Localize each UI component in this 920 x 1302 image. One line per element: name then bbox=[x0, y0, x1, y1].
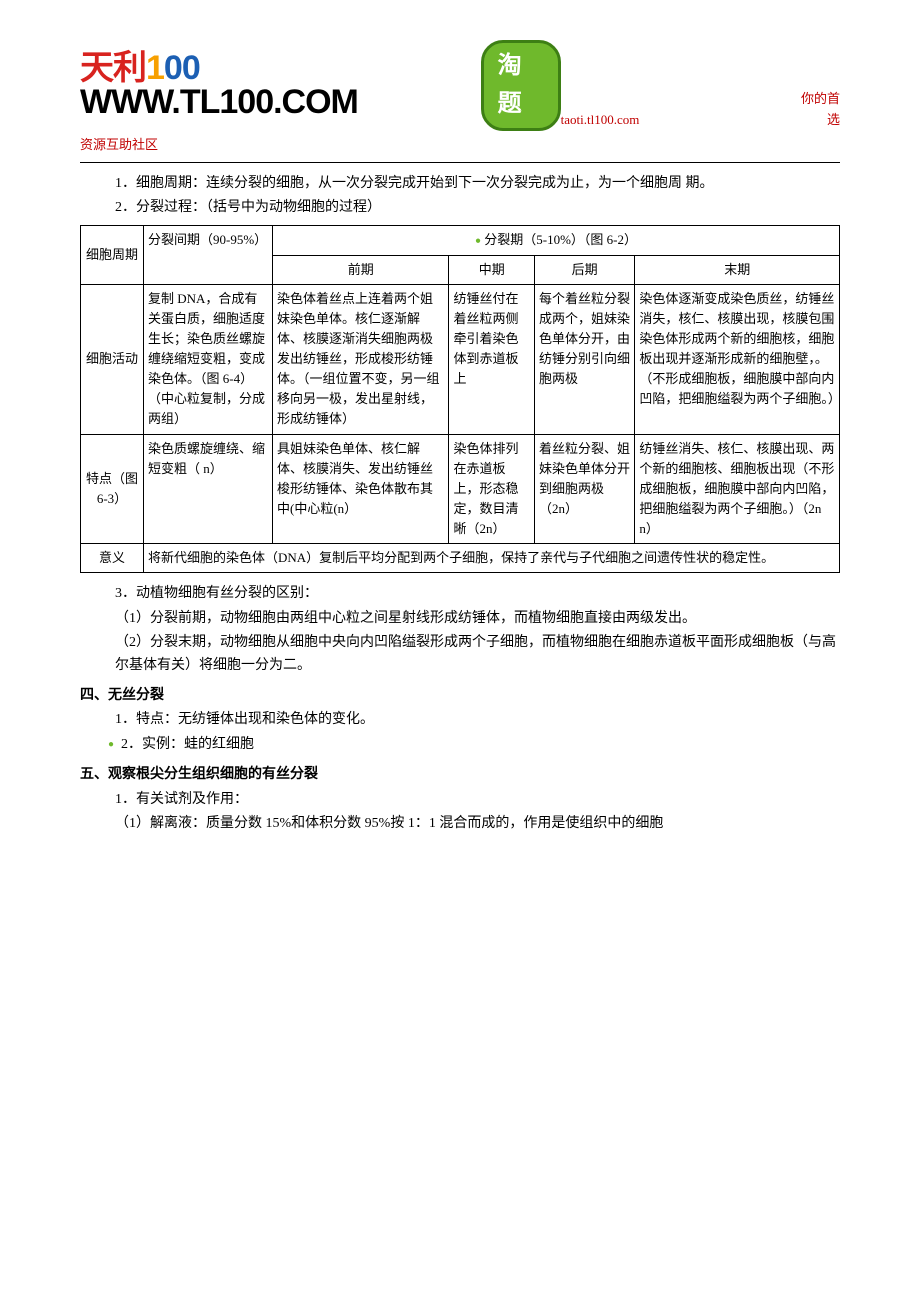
after-item-3-1: （1）分裂前期，动物细胞由两组中心粒之间星射线形成纺锤体，而植物细胞直接由两级发… bbox=[80, 608, 840, 630]
cell-phase-telo: 末期 bbox=[635, 255, 840, 284]
bullet-icon: ● bbox=[475, 236, 481, 247]
section-4-item-2-text: 2．实例：蛙的红细胞 bbox=[121, 737, 254, 752]
cell-feature-label: 特点（图 6-3） bbox=[81, 434, 144, 544]
after-item-3: 3．动植物细胞有丝分裂的区别： bbox=[80, 583, 840, 605]
header-divider bbox=[80, 162, 840, 163]
cell-cycle-label: 细胞周期 bbox=[81, 226, 144, 284]
section-5-item-1: 1．有关试剂及作用： bbox=[80, 789, 840, 811]
section-4-item-2: ● 2．实例：蛙的红细胞 bbox=[80, 734, 840, 756]
cell-feature-ana: 着丝粒分裂、姐妹染色单体分开到细胞两极（2n） bbox=[534, 434, 634, 544]
intro-item-2: 2．分裂过程：（括号中为动物细胞的过程） bbox=[80, 197, 840, 219]
section-5-item-1-1: （1）解离液：质量分数 15%和体积分数 95%按 1：1 混合而成的，作用是使… bbox=[80, 813, 840, 835]
logo-text-blue-2: 0 bbox=[182, 49, 200, 87]
table-row: 细胞周期 分裂间期（90-95%） ● 分裂期（5-10%）（图 6-2） bbox=[81, 226, 840, 255]
section-5-head: 五、观察根尖分生组织细胞的有丝分裂 bbox=[80, 764, 840, 786]
logo-text-blue-1: 0 bbox=[164, 49, 182, 87]
cell-feature-pro: 具姐妹染色单体、核仁解体、核膜消失、发出纺锤丝梭形纺锤体、染色体散布其中(中心粒… bbox=[273, 434, 449, 544]
page-header: 天利100 WWW.TL100.COM 淘题 taoti.tl100.com 你… bbox=[80, 40, 840, 131]
intro-item-1: 1．细胞周期：连续分裂的细胞，从一次分裂完成开始到下一次分裂完成为止，为一个细胞… bbox=[80, 173, 840, 195]
cell-feature-interphase: 染色质螺旋缠绕、缩短变粗（ n） bbox=[144, 434, 273, 544]
cell-activity-telo: 染色体逐渐变成染色质丝，纺锤丝消失，核仁、核膜出现，核膜包围染色体形成两个新的细… bbox=[635, 284, 840, 434]
mitosis-header-text: 分裂期（5-10%）（图 6-2） bbox=[484, 232, 637, 247]
cell-phase-ana: 后期 bbox=[534, 255, 634, 284]
page-container: 天利100 WWW.TL100.COM 淘题 taoti.tl100.com 你… bbox=[0, 0, 920, 897]
cell-activity-interphase: 复制 DNA，合成有关蛋白质，细胞适度生长；染色质丝螺旋缠绕缩短变粗，变成染色体… bbox=[144, 284, 273, 434]
cell-feature-telo: 纺锤丝消失、核仁、核膜出现、两个新的细胞核、细胞板出现（不形成细胞板，细胞膜中部… bbox=[635, 434, 840, 544]
taoti-logo: 淘题 bbox=[481, 40, 561, 131]
cell-sig-label: 意义 bbox=[81, 544, 144, 573]
table-row: 意义 将新代细胞的染色体（DNA）复制后平均分配到两个子细胞，保持了亲代与子代细… bbox=[81, 544, 840, 573]
cell-significance: 将新代细胞的染色体（DNA）复制后平均分配到两个子细胞，保持了亲代与子代细胞之间… bbox=[144, 544, 840, 573]
bullet-icon: ● bbox=[108, 739, 114, 750]
cell-activity-label: 细胞活动 bbox=[81, 284, 144, 434]
cell-interphase-header: 分裂间期（90-95%） bbox=[144, 226, 273, 284]
logo-text-orange: 1 bbox=[146, 49, 164, 87]
cell-mitosis-header: ● 分裂期（5-10%）（图 6-2） bbox=[273, 226, 840, 255]
logo-group: 天利100 WWW.TL100.COM 淘题 bbox=[80, 40, 561, 131]
cell-phase-pro: 前期 bbox=[273, 255, 449, 284]
cell-activity-meta: 纺锤丝付在着丝粒两侧牵引着染色体到赤道板上 bbox=[449, 284, 534, 434]
tianli-logo: 天利100 WWW.TL100.COM bbox=[80, 51, 469, 119]
logo-small-url: WWW.TL100.COM bbox=[80, 83, 358, 121]
table-row: 特点（图 6-3） 染色质螺旋缠绕、缩短变粗（ n） 具姐妹染色单体、核仁解体、… bbox=[81, 434, 840, 544]
header-url: taoti.tl100.com bbox=[561, 110, 640, 131]
cell-feature-meta: 染色体排列在赤道板上，形态稳定，数目清晰（2n） bbox=[449, 434, 534, 544]
header-right: taoti.tl100.com 你的首选 bbox=[561, 89, 840, 131]
section-4-item-1: 1．特点：无纺锤体出现和染色体的变化。 bbox=[80, 709, 840, 731]
cell-phase-meta: 中期 bbox=[449, 255, 534, 284]
after-item-3-2: （2）分裂末期，动物细胞从细胞中央向内凹陷缢裂形成两个子细胞，而植物细胞在细胞赤… bbox=[80, 632, 840, 677]
cell-activity-pro: 染色体着丝点上连着两个姐妹染色单体。核仁逐渐解体、核膜逐渐消失细胞两极发出纺锤丝… bbox=[273, 284, 449, 434]
logo-text-red: 天利 bbox=[80, 49, 146, 87]
mitosis-table: 细胞周期 分裂间期（90-95%） ● 分裂期（5-10%）（图 6-2） 前期… bbox=[80, 225, 840, 573]
header-choice: 你的首选 bbox=[799, 89, 840, 131]
table-row: 细胞活动 复制 DNA，合成有关蛋白质，细胞适度生长；染色质丝螺旋缠绕缩短变粗，… bbox=[81, 284, 840, 434]
cell-activity-ana: 每个着丝粒分裂成两个，姐妹染色单体分开，由纺锤分别引向细胞两极 bbox=[534, 284, 634, 434]
community-text: 资源互助社区 bbox=[80, 135, 840, 156]
section-4-head: 四、无丝分裂 bbox=[80, 685, 840, 707]
